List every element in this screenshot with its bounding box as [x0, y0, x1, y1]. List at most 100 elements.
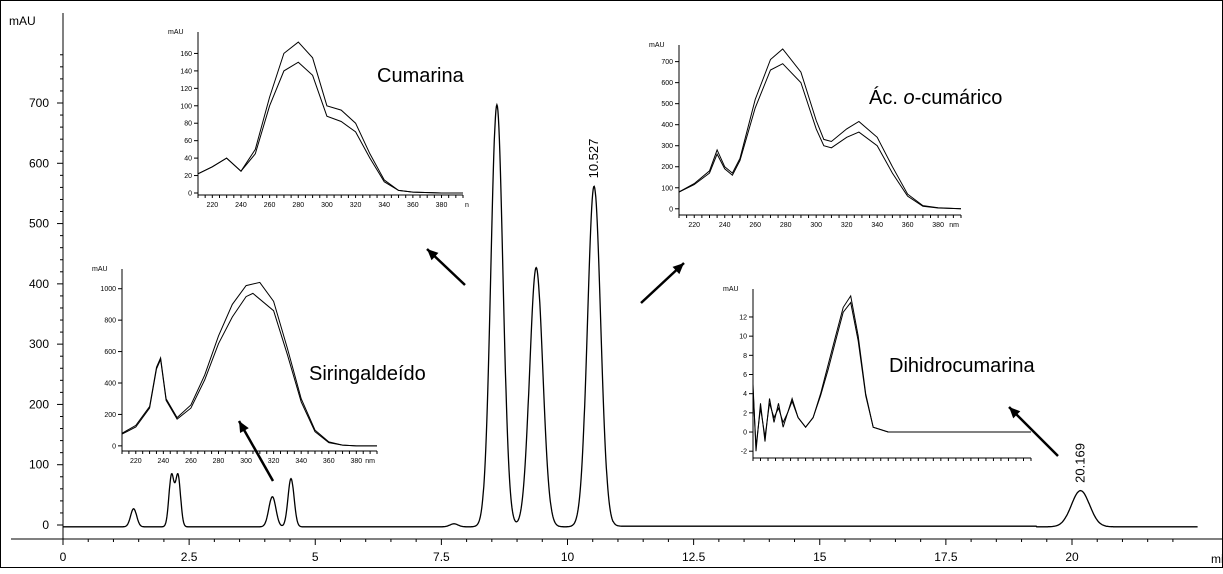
- siringaldeido-spectrum-x-tick-label: 260: [185, 458, 197, 465]
- siringaldeido-spectrum-y-tick-label: 0: [112, 443, 116, 450]
- ocumarico-spectrum-y-tick-label: 100: [661, 185, 673, 192]
- arrow-dihidrocumarina-head: [1009, 407, 1021, 419]
- dihidrocumarina-spectrum-y-tick-label: 10: [739, 334, 747, 341]
- siringaldeido-spectrum-y-tick-label: 400: [104, 381, 116, 388]
- label-o-cumarico-suffix: -cumárico: [914, 87, 1003, 109]
- chromatogram-trace: [63, 102, 1198, 528]
- siringaldeido-spectrum-x-tick-label: 240: [158, 458, 170, 465]
- dihidrocumarina-spectrum-y-tick-label: 6: [743, 372, 747, 379]
- arrow-dihidrocumarina: [1008, 406, 1059, 457]
- arrow-siringaldeido-head: [239, 421, 249, 434]
- label-o-cumarico-italic: o: [903, 87, 915, 109]
- x-tick-label: 10: [561, 550, 575, 564]
- cumarina-spectrum-y-tick-label: 120: [180, 86, 192, 93]
- ocumarico-spectrum-x-tick-label: 280: [780, 222, 792, 229]
- x-tick-label: 15: [813, 550, 827, 564]
- ocumarico-spectrum-series-line: [678, 63, 962, 210]
- x-tick-label: 20: [1065, 550, 1079, 564]
- ocumarico-spectrum-y-tick-label: 500: [661, 101, 673, 108]
- arrow-siringaldeido: [237, 420, 275, 482]
- x-tick-label: 12.5: [682, 550, 706, 564]
- ocumarico-spectrum-x-tick-label: 380: [932, 222, 944, 229]
- ocumarico-spectrum-x-tick-label: 360: [902, 222, 914, 229]
- ocumarico-spectrum-x-tick-label: 240: [719, 222, 731, 229]
- y-tick-label: 700: [29, 96, 49, 110]
- siringaldeido-spectrum-x-tick-label: 360: [323, 458, 335, 465]
- x-tick-label: 5: [312, 550, 319, 564]
- siringaldeido-spectrum-x-tick-label: 380: [350, 458, 362, 465]
- dihidrocumarina-spectrum-y-tick-label: 12: [739, 314, 747, 321]
- y-tick-label: 400: [29, 277, 49, 291]
- dihidrocumarina-spectrum-y-tick-label: -2: [741, 449, 747, 456]
- label-cumarina: Cumarina: [377, 65, 464, 87]
- siringaldeido-spectrum-y-tick-label: 200: [104, 412, 116, 419]
- siringaldeido-spectrum-y-tick-label: 1000: [100, 286, 116, 293]
- cumarina-spectrum-y-tick-label: 160: [180, 51, 192, 58]
- x-tick-label: 7.5: [433, 550, 450, 564]
- y-tick-label: 100: [29, 458, 49, 472]
- siringaldeido-spectrum-series-line: [121, 292, 377, 447]
- cumarina-spectrum-x-tick-label: 280: [292, 202, 304, 209]
- cumarina-spectrum-y-tick-label: 100: [180, 103, 192, 110]
- ocumarico-spectrum-x-tick-label: 220: [688, 222, 700, 229]
- siringaldeido-spectrum-x-unit: nm: [365, 458, 375, 465]
- y-tick-label: 500: [29, 217, 49, 231]
- ocumarico-spectrum-x-tick-label: 320: [841, 222, 853, 229]
- y-tick-label: 200: [29, 397, 49, 411]
- cumarina-spectrum-x-tick-label: 320: [350, 202, 362, 209]
- ocumarico-spectrum-y-tick-label: 700: [661, 59, 673, 66]
- cumarina-spectrum-x-tick-label: 220: [206, 202, 218, 209]
- peak-label: 10.527: [586, 139, 601, 179]
- dihidrocumarina-spectrum-y-tick-label: 0: [743, 430, 747, 437]
- cumarina-spectrum-y-tick-label: 80: [184, 121, 192, 128]
- cumarina-spectrum-series-line: [197, 61, 463, 194]
- arrow-cumarina-head: [427, 249, 439, 261]
- cumarina-spectrum-x-tick-label: 300: [321, 202, 333, 209]
- siringaldeido-spectrum-y-tick-label: 800: [104, 318, 116, 325]
- siringaldeido-spectrum-x-tick-label: 220: [130, 458, 142, 465]
- x-axis-title: min: [1211, 552, 1223, 566]
- y-tick-label: 600: [29, 156, 49, 170]
- cumarina-spectrum-x-tick-label: 240: [235, 202, 247, 209]
- ocumarico-spectrum-y-tick-label: 0: [669, 206, 673, 213]
- y-tick-label: 0: [42, 518, 49, 532]
- siringaldeido-spectrum-x-tick-label: 280: [213, 458, 225, 465]
- ocumarico-spectrum-y-tick-label: 300: [661, 143, 673, 150]
- label-dihidrocumarina: Dihidrocumarina: [889, 355, 1035, 377]
- cumarina-spectrum-y-tick-label: 40: [184, 156, 192, 163]
- ocumarico-spectrum-y-title: mAU: [649, 42, 665, 49]
- ocumarico-spectrum-y-tick-label: 400: [661, 122, 673, 129]
- x-tick-label: 2.5: [181, 550, 198, 564]
- siringaldeido-spectrum-x-tick-label: 340: [295, 458, 307, 465]
- dihidrocumarina-spectrum-y-title: mAU: [723, 286, 739, 293]
- ocumarico-spectrum-y-tick-label: 600: [661, 80, 673, 87]
- dihidrocumarina-spectrum-y-tick-label: 4: [743, 391, 747, 398]
- siringaldeido-spectrum-y-tick-label: 600: [104, 349, 116, 356]
- y-tick-label: 300: [29, 337, 49, 351]
- x-tick-label: 17.5: [934, 550, 958, 564]
- siringaldeido-spectrum-series-line: [121, 281, 377, 447]
- cumarina-spectrum-x-tick-label: 380: [436, 202, 448, 209]
- dihidrocumarina-spectrum-series-line: [752, 301, 1031, 447]
- cumarina-spectrum-x-unit: n: [465, 202, 469, 209]
- cumarina-spectrum-x-tick-label: 340: [378, 202, 390, 209]
- ocumarico-spectrum-y-tick-label: 200: [661, 164, 673, 171]
- dihidrocumarina-spectrum-y-tick-label: 8: [743, 353, 747, 360]
- ocumarico-spectrum-x-tick-label: 340: [871, 222, 883, 229]
- ocumarico-spectrum-x-unit: nm: [949, 222, 959, 229]
- label-o-cumarico-prefix: Ác.: [869, 87, 904, 109]
- peak-label: 20.169: [1073, 443, 1088, 483]
- ocumarico-spectrum-series-line: [678, 48, 962, 210]
- dihidrocumarina-spectrum-y-tick-label: 2: [743, 410, 747, 417]
- cumarina-spectrum-y-tick-label: 0: [188, 191, 192, 198]
- cumarina-spectrum-y-tick-label: 60: [184, 138, 192, 145]
- cumarina-spectrum-x-tick-label: 260: [264, 202, 276, 209]
- label-o-cumarico: Ác. o-cumárico: [869, 87, 1002, 110]
- cumarina-spectrum-y-tick-label: 20: [184, 173, 192, 180]
- siringaldeido-spectrum-x-tick-label: 320: [268, 458, 280, 465]
- cumarina-spectrum-y-title: mAU: [168, 29, 184, 36]
- siringaldeido-spectrum-y-title: mAU: [92, 266, 108, 273]
- ocumarico-spectrum-x-tick-label: 300: [810, 222, 822, 229]
